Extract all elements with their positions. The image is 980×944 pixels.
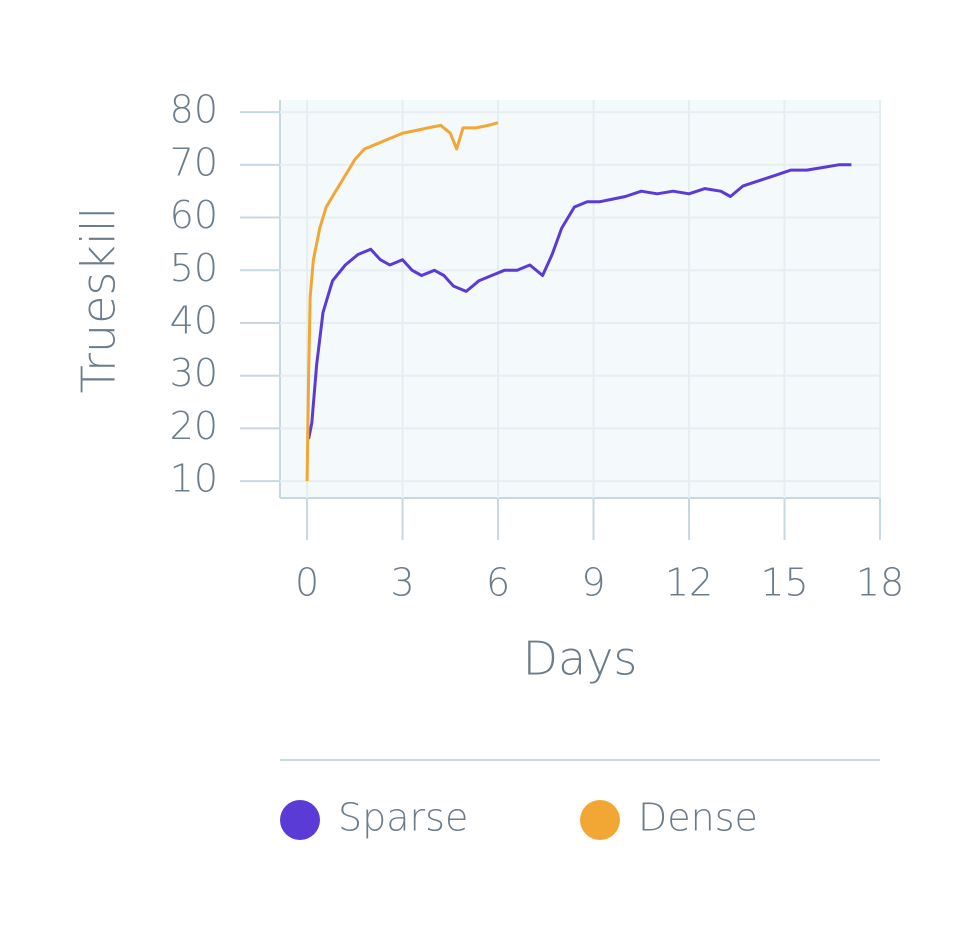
x-tick-label: 0 xyxy=(295,561,319,605)
x-tick-label: 18 xyxy=(856,561,904,605)
y-tick-label: 10 xyxy=(170,457,218,501)
y-tick-label: 80 xyxy=(170,88,218,132)
x-tick-label: 15 xyxy=(760,561,808,605)
y-tick-label: 20 xyxy=(170,404,218,448)
x-tick-label: 6 xyxy=(486,561,510,605)
plot-area xyxy=(280,100,880,498)
series-line xyxy=(305,121,499,482)
y-tick-label: 40 xyxy=(170,298,218,342)
x-tick-label: 12 xyxy=(665,561,713,605)
legend-label: Dense xyxy=(638,796,758,840)
y-tick-label: 30 xyxy=(170,351,218,395)
x-tick-label: 9 xyxy=(581,561,605,605)
y-tick-label: 70 xyxy=(170,140,218,184)
legend-marker xyxy=(280,800,320,840)
legend-label: Sparse xyxy=(338,796,468,840)
legend-marker xyxy=(580,800,620,840)
series-line xyxy=(307,163,852,440)
x-axis-label: Days xyxy=(523,632,638,686)
y-axis-label: Trueskill xyxy=(72,207,126,394)
y-tick-label: 50 xyxy=(170,246,218,290)
x-tick-label: 3 xyxy=(390,561,414,605)
y-tick-label: 60 xyxy=(170,193,218,237)
